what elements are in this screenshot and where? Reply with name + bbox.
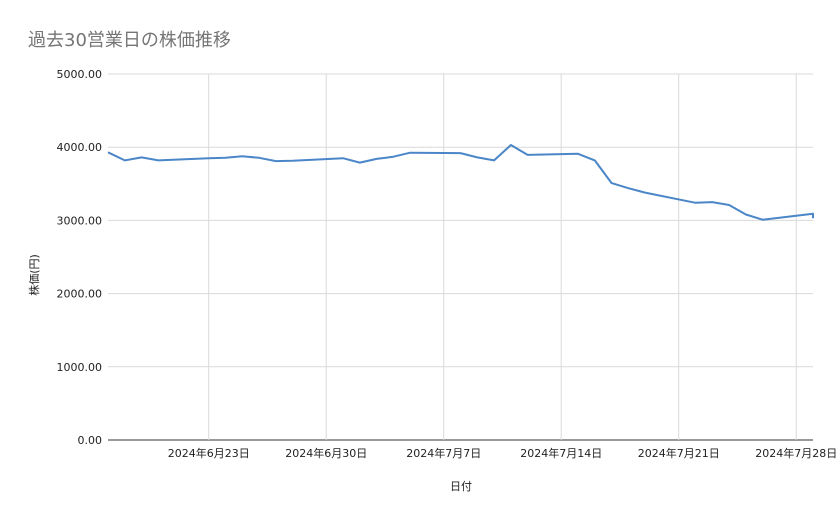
- x-tick-label: 2024年7月21日: [638, 446, 720, 460]
- y-tick-label: 5000.00: [57, 68, 103, 81]
- y-tick-label: 4000.00: [57, 141, 103, 154]
- x-tick-label: 2024年7月14日: [520, 446, 602, 460]
- y-tick-label: 0.00: [78, 434, 103, 447]
- y-tick-label: 1000.00: [57, 361, 103, 374]
- y-axis-title: 株価(円): [27, 254, 41, 296]
- x-axis-title: 日付: [450, 480, 472, 493]
- y-tick-label: 3000.00: [57, 214, 103, 227]
- x-tick-label: 2024年7月7日: [406, 446, 481, 460]
- x-tick-label: 2024年6月30日: [285, 446, 367, 460]
- series-line: [107, 144, 814, 221]
- x-tick-label: 2024年6月23日: [168, 446, 250, 460]
- x-tick-label: 2024年7月28日: [755, 446, 837, 460]
- chart-title: 過去30営業日の株価推移: [28, 30, 231, 51]
- grid-lines: [108, 73, 813, 441]
- y-axis-ticks: 0.00 1000.00 2000.00 3000.00 4000.00 5000.00: [57, 68, 103, 447]
- y-tick-label: 2000.00: [57, 288, 103, 301]
- x-axis-ticks: 2024年6月23日 2024年6月30日 2024年7月7日 2024年7月14日 2…: [168, 446, 838, 460]
- series-layer: [107, 144, 814, 221]
